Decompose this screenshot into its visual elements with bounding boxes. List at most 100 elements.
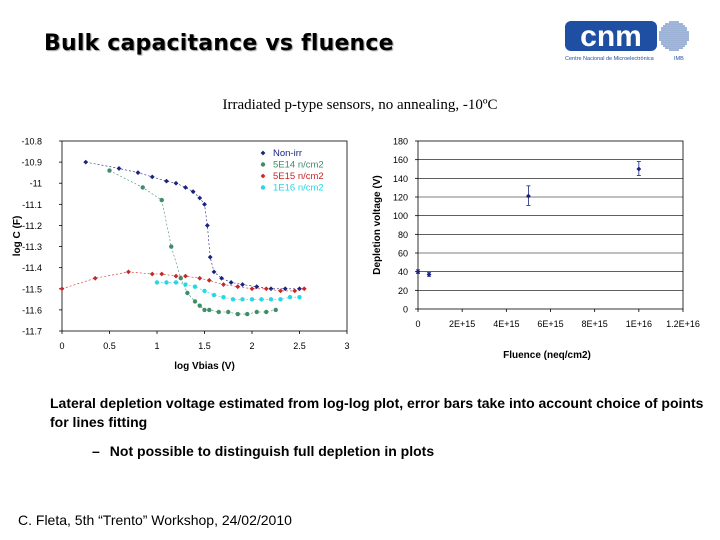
logo-dot: [673, 43, 675, 45]
series-trend-line: [61, 271, 305, 292]
logo-dot-globe: [659, 21, 689, 51]
logo-dot: [667, 45, 669, 47]
logo-dot: [683, 31, 685, 33]
right-x-tick-label: 1E+16: [626, 319, 652, 329]
logo-dot: [669, 39, 671, 41]
logo-dot: [675, 31, 677, 33]
logo-dot: [669, 47, 671, 49]
data-point: [278, 288, 283, 294]
logo-wordmark: cnm: [580, 20, 642, 53]
data-point: [159, 197, 164, 203]
right-x-tick-label: 6E+15: [537, 319, 563, 329]
legend-label: 5E14 n/cm2: [273, 160, 324, 171]
data-point: [59, 286, 65, 292]
depletion-point: [636, 161, 642, 176]
legend-marker: [260, 185, 266, 190]
logo-dot: [663, 35, 665, 37]
data-point: [245, 311, 250, 317]
logo-dot: [667, 33, 669, 35]
logo-dot: [661, 43, 663, 45]
logo-dot: [679, 43, 681, 45]
logo-dot: [671, 21, 673, 23]
logo-dot: [661, 41, 663, 43]
left-y-tick-label: -10.8: [21, 137, 42, 147]
logo-dot: [681, 27, 683, 29]
chart-subtitle: Irradiated p-type sensors, no annealing,…: [222, 97, 498, 113]
depletion-point: [426, 272, 432, 277]
logo-dot: [677, 37, 679, 39]
logo-dot: [665, 27, 667, 29]
logo-dot: [677, 35, 679, 37]
logo-dot: [683, 33, 685, 35]
data-point: [206, 277, 212, 283]
left-series-2: [107, 168, 278, 317]
legend-marker: [260, 162, 266, 167]
bullet-point: – Not possible to distinguish full deplet…: [92, 443, 434, 459]
logo-dot: [677, 27, 679, 29]
logo-dot: [677, 31, 679, 33]
left-y-tick-label: -11.1: [22, 200, 42, 210]
logo-dot: [673, 45, 675, 47]
left-x-axis-label: log Vbias (V): [174, 361, 235, 372]
logo-dot: [685, 27, 687, 29]
data-point: [282, 286, 288, 292]
logo-dot: [681, 37, 683, 39]
logo-dot: [683, 27, 685, 29]
logo-dot: [681, 33, 683, 35]
logo-dot: [681, 45, 683, 47]
data-point: [636, 166, 642, 172]
logo-dot: [661, 37, 663, 39]
right-y-tick-label: 180: [393, 137, 408, 147]
data-point: [228, 280, 234, 285]
left-series-1: [83, 159, 302, 292]
data-point: [164, 178, 169, 184]
bullet-dash: –: [92, 443, 100, 459]
logo-dot: [661, 39, 663, 41]
data-point: [415, 269, 421, 275]
logo-dot: [665, 43, 667, 45]
data-point: [273, 307, 278, 313]
logo-dot: [665, 23, 667, 25]
data-point: [173, 180, 179, 186]
legend-label: 1E16 n/cm2: [273, 183, 324, 194]
logo-dot: [685, 35, 687, 37]
data-point: [219, 275, 224, 281]
logo-dot: [683, 43, 685, 45]
right-x-axis-label: Fluence (neq/cm2): [503, 350, 591, 361]
cnm-logo: cnm Centre Nacional de Microelectrònica …: [565, 20, 689, 62]
logo-dot: [679, 39, 681, 41]
logo-dot: [681, 29, 683, 31]
data-point: [207, 254, 213, 260]
logo-dot: [671, 25, 673, 27]
chart-area: -10.8 -10.9 -11 -11.1 -11.2 -11.3 -11.4 -11.5 -1…: [12, 137, 700, 373]
logo-dot: [667, 43, 669, 45]
logo-dot: [685, 37, 687, 39]
data-point: [268, 297, 274, 302]
data-point: [240, 297, 245, 302]
logo-dot: [687, 37, 689, 39]
logo-dot: [675, 29, 677, 31]
logo-dot: [669, 41, 671, 43]
data-point: [221, 282, 226, 287]
left-x-tick-label: 1.5: [198, 341, 211, 351]
logo-dot: [671, 37, 673, 39]
logo-dot: [661, 31, 663, 33]
logo-dot: [675, 43, 677, 45]
logo-dot: [677, 25, 679, 27]
logo-dot: [673, 25, 675, 27]
logo-dot: [679, 47, 681, 49]
logo-dot: [667, 29, 669, 31]
logo-dot: [675, 39, 677, 41]
logo-dot: [673, 33, 675, 35]
logo-letters-block: [565, 21, 657, 51]
logo-subtag: IMB: [674, 56, 684, 62]
data-point: [192, 299, 198, 304]
data-point: [185, 290, 190, 296]
left-series-3: [59, 269, 307, 294]
right-y-axis-label: Depletion voltage (V): [372, 175, 383, 274]
logo-dot: [679, 23, 681, 25]
logo-dot: [679, 31, 681, 33]
data-point: [116, 166, 122, 171]
logo-dot: [669, 27, 671, 29]
legend-label: 5E15 n/cm2: [273, 171, 324, 182]
